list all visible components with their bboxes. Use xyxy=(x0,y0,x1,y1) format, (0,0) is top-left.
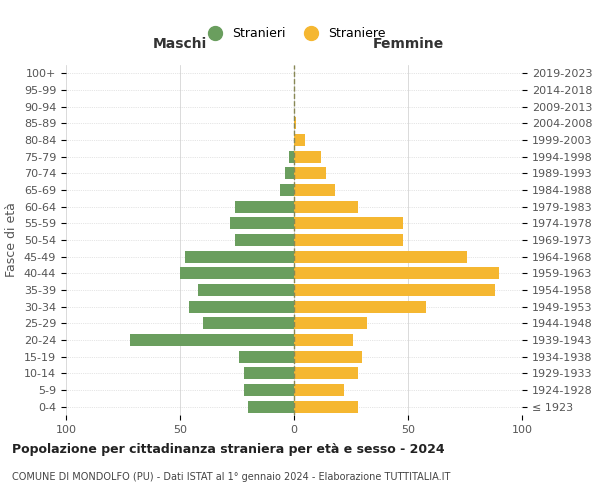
Y-axis label: Fasce di età: Fasce di età xyxy=(5,202,19,278)
Bar xyxy=(244,384,294,396)
Bar xyxy=(203,318,294,330)
Bar xyxy=(189,300,294,312)
Bar xyxy=(130,334,294,346)
Bar xyxy=(180,268,294,280)
Bar xyxy=(294,200,358,212)
Bar xyxy=(235,234,294,246)
Bar xyxy=(230,218,294,230)
Text: Popolazione per cittadinanza straniera per età e sesso - 2024: Popolazione per cittadinanza straniera p… xyxy=(12,442,445,456)
Bar xyxy=(239,350,294,362)
Bar xyxy=(294,318,367,330)
Bar xyxy=(294,300,426,312)
Text: Femmine: Femmine xyxy=(373,37,443,51)
Bar xyxy=(294,368,358,380)
Legend: Stranieri, Straniere: Stranieri, Straniere xyxy=(197,22,391,46)
Bar xyxy=(294,268,499,280)
Bar xyxy=(294,118,296,130)
Bar xyxy=(235,200,294,212)
Bar xyxy=(294,350,362,362)
Bar xyxy=(294,218,403,230)
Bar xyxy=(294,334,353,346)
Bar xyxy=(198,284,294,296)
Bar xyxy=(294,150,322,162)
Bar xyxy=(294,168,326,179)
Bar xyxy=(285,168,294,179)
Bar xyxy=(294,284,494,296)
Bar xyxy=(294,184,335,196)
Text: Maschi: Maschi xyxy=(153,37,207,51)
Bar xyxy=(294,250,467,262)
Bar xyxy=(248,400,294,412)
Bar xyxy=(289,150,294,162)
Bar xyxy=(294,134,305,146)
Bar xyxy=(294,234,403,246)
Text: COMUNE DI MONDOLFO (PU) - Dati ISTAT al 1° gennaio 2024 - Elaborazione TUTTITALI: COMUNE DI MONDOLFO (PU) - Dati ISTAT al … xyxy=(12,472,451,482)
Bar xyxy=(294,400,358,412)
Bar xyxy=(185,250,294,262)
Bar xyxy=(294,384,344,396)
Bar xyxy=(244,368,294,380)
Y-axis label: Anni di nascita: Anni di nascita xyxy=(598,194,600,286)
Bar xyxy=(280,184,294,196)
